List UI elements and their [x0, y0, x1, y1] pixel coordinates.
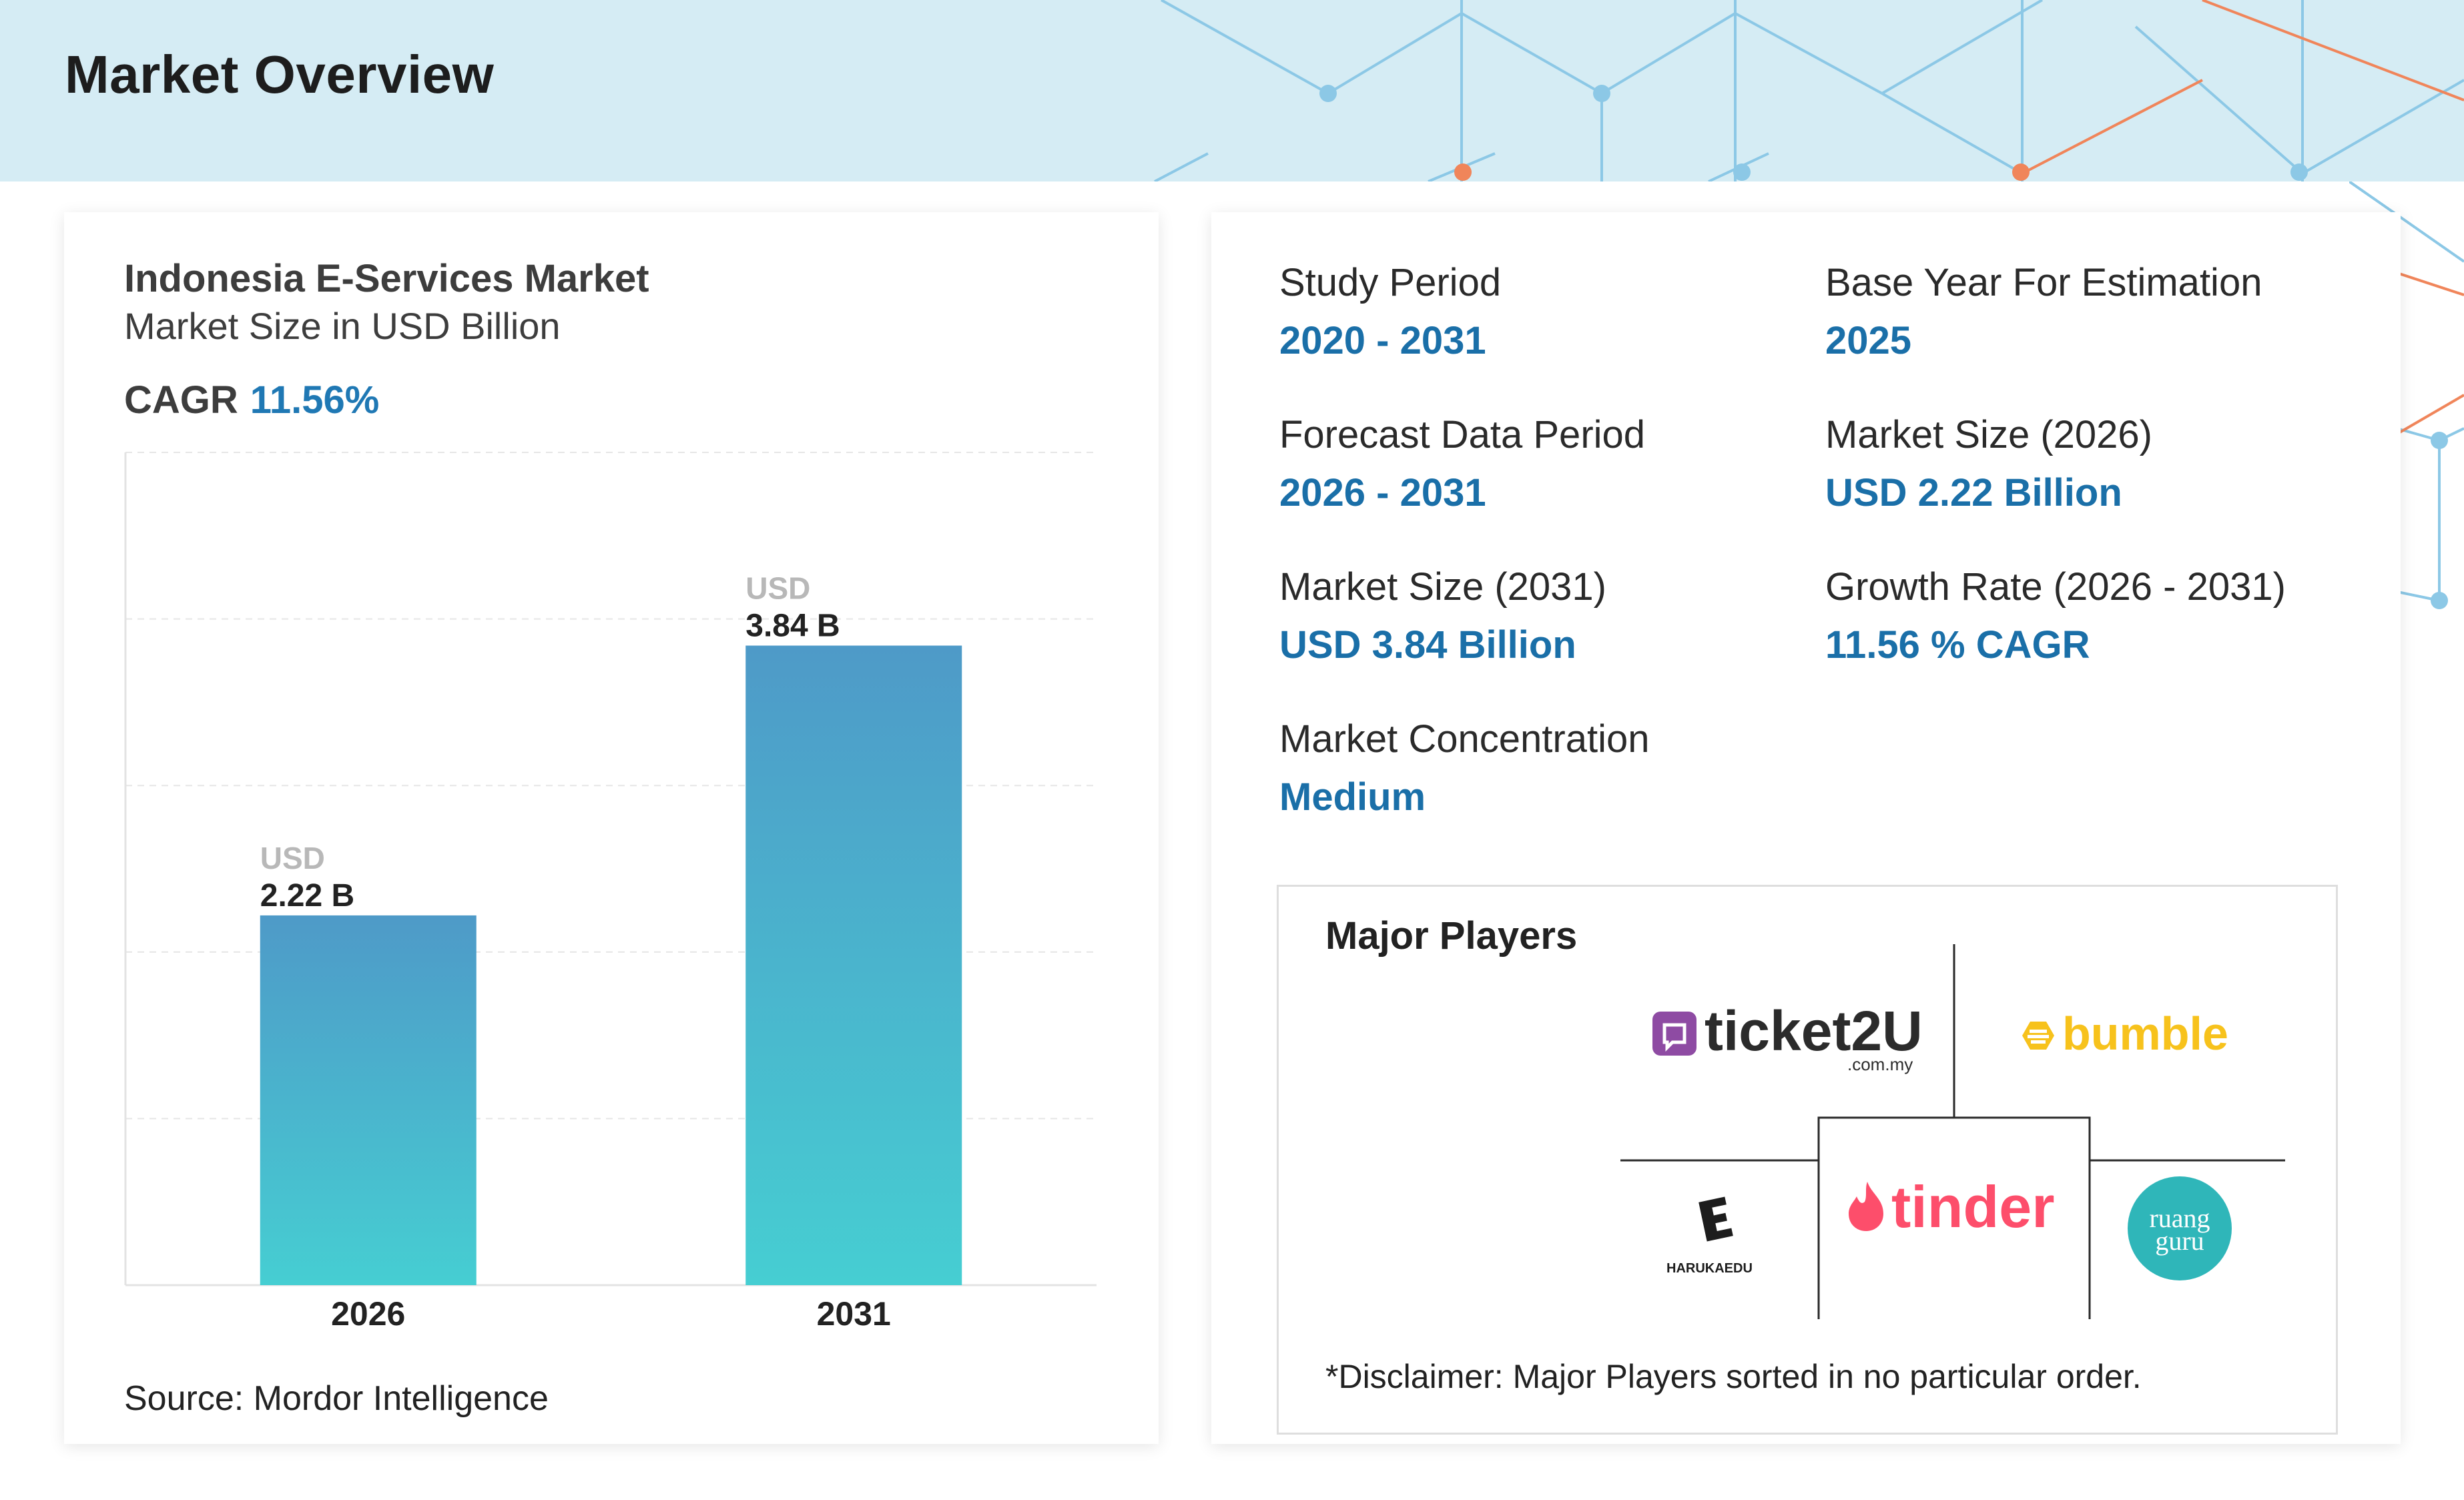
harukaedu-logo: HARUKAEDU — [1666, 1196, 1753, 1276]
stat-market-concentration: Market Concentration Medium — [1279, 715, 1813, 821]
network-decoration — [1154, 0, 2464, 181]
bar-label-prefix: USD — [260, 841, 325, 875]
tinder-logo-text: tinder — [1891, 1174, 2054, 1240]
stat-label: Growth Rate (2026 - 2031) — [1825, 565, 2286, 609]
stat-study-period: Study Period 2020 - 2031 — [1279, 259, 1813, 365]
stat-value: Medium — [1279, 775, 1426, 819]
stat-value: 2026 - 2031 — [1279, 470, 1486, 514]
bar-value-label: 2.22 B — [260, 878, 354, 913]
bar-label-prefix: USD — [745, 571, 810, 606]
bar-value-label: 3.84 B — [745, 609, 840, 644]
stat-value: 11.56 % CAGR — [1825, 623, 2090, 667]
stat-value: USD 2.22 Billion — [1825, 470, 2122, 514]
chart-subtitle: Market Size in USD Billion — [124, 305, 561, 347]
cagr-value: 11.56% — [250, 378, 380, 422]
market-stats-card: Study Period 2020 - 2031 Base Year For E… — [1211, 212, 2401, 1444]
stat-value: 2025 — [1825, 318, 1912, 362]
stat-market-size-2031: Market Size (2031) USD 3.84 Billion — [1279, 563, 1813, 669]
major-players-box: Major Players ticket2U .com.my bumble — [1277, 885, 2338, 1435]
source-note: Source: Mordor Intelligence — [124, 1379, 549, 1418]
stat-label: Market Concentration — [1279, 717, 1650, 761]
players-disclaimer: *Disclaimer: Major Players sorted in no … — [1325, 1358, 2142, 1395]
stat-label: Base Year For Estimation — [1825, 261, 2262, 304]
header-banner: Market Overview — [0, 0, 2464, 181]
ticket2u-logo-text: ticket2U — [1705, 1004, 1923, 1062]
bar-2031 — [745, 645, 962, 1285]
stat-label: Market Size (2031) — [1279, 565, 1606, 609]
cagr-row: CAGR 11.56% — [124, 378, 379, 422]
stat-base-year: Base Year For Estimation 2025 — [1825, 259, 2359, 365]
x-tick-label: 2026 — [331, 1295, 405, 1333]
players-title: Major Players — [1325, 914, 1578, 958]
stat-growth-rate: Growth Rate (2026 - 2031) 11.56 % CAGR — [1825, 563, 2359, 669]
ticket2u-logo: ticket2U .com.my — [1652, 1004, 1923, 1074]
tinder-logo: tinder — [1849, 1174, 2054, 1240]
stat-market-size-2026: Market Size (2026) USD 2.22 Billion — [1825, 411, 2359, 517]
stat-label: Study Period — [1279, 261, 1502, 304]
stat-value: USD 3.84 Billion — [1279, 623, 1576, 667]
harukaedu-logo-text: HARUKAEDU — [1666, 1261, 1753, 1276]
ticket2u-logo-subtext: .com.my — [1847, 1054, 1913, 1074]
page-title: Market Overview — [65, 45, 495, 104]
stat-label: Forecast Data Period — [1279, 413, 1646, 456]
ruangguru-logo-subtext: guru — [2155, 1226, 2204, 1256]
stat-forecast-period: Forecast Data Period 2026 - 2031 — [1279, 411, 1813, 517]
bumble-logo: bumble — [2022, 1015, 2228, 1060]
ruangguru-logo: ruang guru — [2128, 1176, 2232, 1280]
stat-label: Market Size (2026) — [1825, 413, 2152, 456]
market-size-chart-card: Indonesia E-Services Market Market Size … — [64, 212, 1159, 1444]
stat-value: 2020 - 2031 — [1279, 318, 1486, 362]
bumble-logo-text: bumble — [2062, 1015, 2228, 1060]
ruangguru-logo-text: ruang — [2149, 1203, 2210, 1233]
x-tick-label: 2031 — [817, 1295, 891, 1333]
chart-title: Indonesia E-Services Market — [124, 257, 649, 300]
players-grid-lines — [1620, 944, 2285, 1319]
cagr-label: CAGR — [124, 378, 238, 422]
bar-2026 — [260, 915, 477, 1285]
